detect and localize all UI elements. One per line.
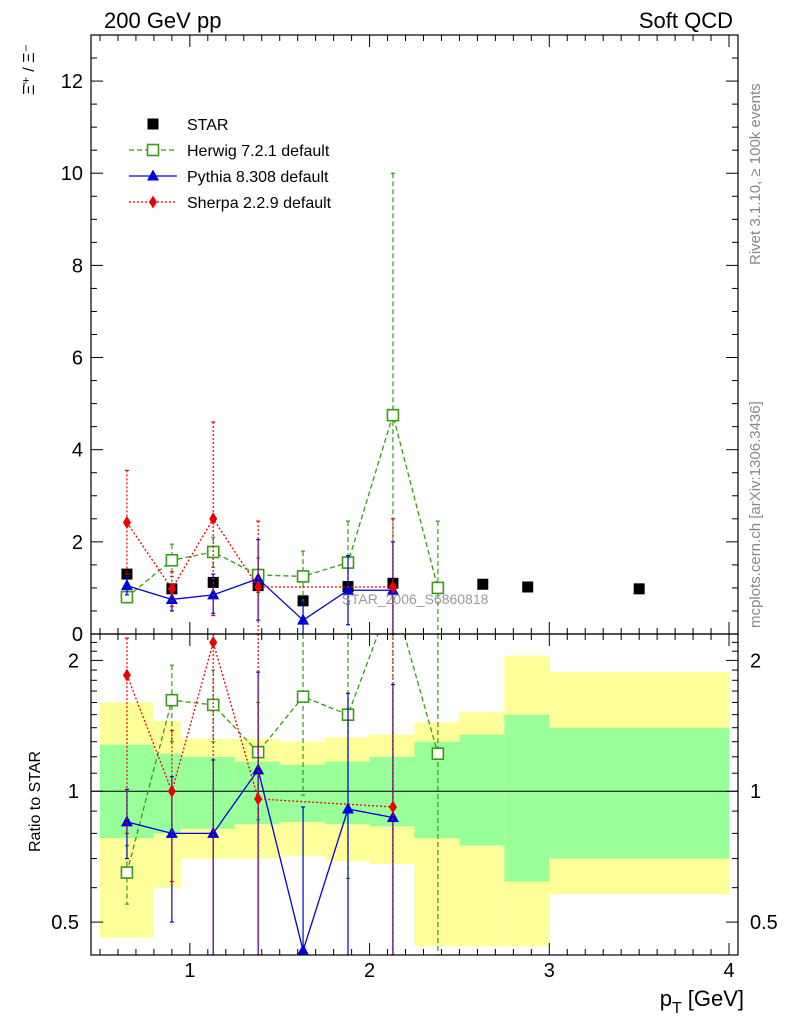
main-pythia-point-2 [207,588,220,600]
main-ytick-label: 2 [72,532,83,554]
ratio-ytick-label-right: 2 [750,650,761,672]
main-sherpa-point-3 [254,580,263,594]
ratio-sherpa-point-1 [167,784,176,798]
ratio-ytick-label: 0.5 [51,912,79,934]
ratio-herwig-point-1 [165,693,179,707]
ratio-herwig-point-4 [296,690,310,703]
main-pythia-point-0 [120,579,133,591]
legend: STAR Herwig 7.2.1 default Pythia 8.308 def… [129,117,332,212]
watermark: STAR_2006_S6860818 [342,591,489,607]
ratio-ytick-label: 2 [68,650,79,672]
main-sherpa-point-4 [388,580,397,594]
x-axis-label: pT [GeV] [660,986,744,1017]
ratio-ytick-label: 1 [68,781,79,803]
main-sherpa-point-0 [122,515,131,529]
ratio-herwig-line [126,634,439,873]
ratio-plot-series [120,634,445,955]
band-inner-5 [324,761,370,825]
band-inner-8 [459,734,505,846]
ratio-xtick-label: 4 [723,960,734,982]
main-pythia-point-1 [165,592,178,604]
main-ytick-label: 12 [61,71,83,93]
ratio-sherpa-point-4 [388,800,397,814]
ratio-ytick-label-right: 1 [750,781,761,803]
ratio-xtick-label: 3 [544,960,555,982]
ratio-xtick-label: 2 [364,960,375,982]
rivet-version-label: Rivet 3.1.10, ≥ 100k events [747,83,764,265]
ratio-sherpa-series [122,634,397,955]
main-sherpa-point-1 [167,582,176,596]
main-herwig-point-7 [431,581,445,595]
main-sherpa-series [122,421,397,634]
ratio-pythia-point-4 [297,944,310,955]
main-ytick-label: 4 [72,440,83,462]
ratio-sherpa-point-3 [254,792,263,806]
ratio-y-axis-label: Ratio to STAR [27,751,44,852]
main-ytick-label: 10 [61,163,83,185]
mcplots-label: mcplots.cern.ch [arXiv:1306.3436] [747,401,764,628]
main-sherpa-point-2 [209,512,218,526]
legend-label-sherpa: Sherpa 2.2.9 default [187,195,332,212]
ratio-pythia-point-6 [386,811,399,823]
ratio-uncertainty-bands [99,655,730,947]
main-ytick-label: 6 [72,348,83,370]
legend-label-star: STAR [187,117,228,134]
band-inner-1 [153,753,181,834]
ratio-pythia-point-5 [342,802,355,814]
main-plot-series [120,172,645,634]
legend-marker-pythia [147,169,159,181]
main-star-point-7 [477,578,489,590]
ratio-herwig-point-7 [431,747,445,760]
ratio-sherpa-point-2 [209,635,218,649]
main-ytick-label: 8 [72,255,83,277]
main-ytick-label: 0 [72,624,83,646]
band-inner-2 [180,756,235,829]
legend-label-pythia: Pythia 8.308 default [187,169,329,186]
main-herwig-point-4 [296,570,310,583]
legend-label-herwig: Herwig 7.2.1 default [187,143,330,160]
header-left-title: 200 GeV pp [104,8,221,33]
legend-marker-herwig [146,143,160,157]
ratio-sherpa-point-0 [122,668,131,682]
main-star-point-9 [633,583,645,595]
band-inner-10 [549,727,730,859]
main-herwig-series [120,172,445,634]
ratio-ytick-label-right: 0.5 [750,912,778,934]
band-inner-4 [279,764,325,822]
ratio-pythia-point-0 [120,815,133,827]
main-pythia-point-5 [342,583,355,595]
main-herwig-point-6 [386,408,400,422]
ratio-pythia-series [120,671,399,955]
band-inner-9 [504,714,550,882]
ratio-frame [90,633,739,956]
ratio-herwig-point-0 [120,866,134,879]
legend-marker-sherpa [149,195,157,209]
ratio-xtick-label: 1 [184,960,195,982]
main-y-axis-label: Ξ̄⁺ / Ξ⁻ [21,44,38,95]
main-herwig-point-1 [165,553,179,567]
ratio-pythia-point-2 [207,826,220,838]
header-right-title: Soft QCD [639,8,733,33]
main-star-point-8 [522,581,534,593]
main-pythia-point-4 [297,613,310,625]
ratio-pythia-point-3 [252,763,265,775]
ratio-herwig-point-2 [206,698,220,712]
main-herwig-line [126,412,439,598]
legend-marker-star [147,118,159,130]
